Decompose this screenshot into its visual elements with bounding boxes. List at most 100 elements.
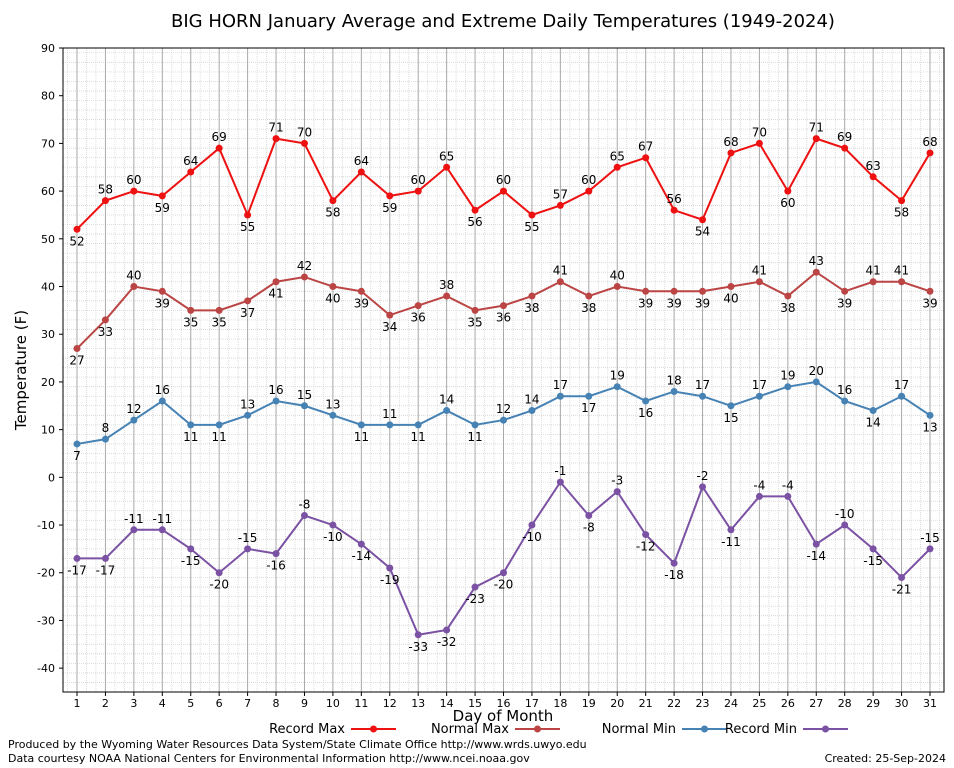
data-label-normal-min: 15 [297,388,312,402]
data-label-record-max: 60 [126,173,141,187]
data-point-normal-max [357,287,365,295]
data-label-record-min: -11 [152,512,172,526]
y-axis-label: Temperature (F) [12,310,30,431]
data-label-normal-max: 35 [212,315,227,329]
x-tick-label: 11 [354,697,368,710]
data-label-normal-max: 38 [581,301,596,315]
data-point-record-max [471,206,479,214]
data-point-record-min [386,564,394,572]
data-label-normal-min: 11 [411,430,426,444]
data-point-record-min [670,559,678,567]
data-label-normal-min: 11 [354,430,369,444]
legend-label-record-min: Record Min [725,722,797,737]
data-point-record-max [642,154,650,162]
data-label-normal-max: 39 [155,296,170,310]
data-label-normal-max: 42 [297,259,312,273]
data-point-record-min [556,478,564,486]
x-tick-label: 25 [752,697,766,710]
data-label-record-min: -10 [323,530,343,544]
data-label-record-min: -32 [437,635,457,649]
data-point-normal-max [130,283,138,291]
data-point-normal-min [471,421,479,429]
data-point-record-max [101,197,109,205]
data-label-record-max: 58 [894,206,909,220]
data-label-normal-min: 17 [581,401,596,415]
data-label-record-min: -23 [465,592,485,606]
data-label-normal-min: 12 [496,402,511,416]
x-tick-label: 10 [326,697,340,710]
data-point-record-min [784,492,792,500]
data-label-record-min: -2 [697,469,709,483]
legend-label-normal-min: Normal Min [602,722,676,737]
x-tick-label: 31 [923,697,937,710]
data-point-record-max [443,163,451,171]
data-point-normal-max [556,278,564,286]
data-label-normal-min: 19 [780,369,795,383]
data-point-record-max [528,211,536,219]
data-label-record-min: -14 [352,549,372,563]
data-label-normal-min: 20 [809,364,824,378]
x-tick-label: 5 [187,697,194,710]
chart-title: BIG HORN January Average and Extreme Dai… [171,11,835,32]
data-label-record-max: 69 [212,130,227,144]
data-label-record-max: 57 [553,187,568,201]
data-point-normal-max [670,287,678,295]
data-label-normal-min: 18 [666,373,681,387]
x-tick-label: 22 [667,697,681,710]
series-record-max: 52 58 60 59 64 69 55 71 70 58 64 59 60 65 56 60 55 57 60 65… [69,121,937,249]
data-point-normal-max [926,287,934,295]
data-label-record-max: 59 [155,201,170,215]
y-tick-label: 70 [41,137,55,150]
data-label-normal-max: 38 [524,301,539,315]
y-tick-label: 40 [41,281,55,294]
x-tick-label: 17 [525,697,539,710]
data-point-record-min [244,545,252,553]
data-point-normal-max [841,287,849,295]
data-point-record-min [443,626,451,634]
x-tick-label: 24 [724,697,738,710]
data-label-record-min: -1 [554,464,566,478]
data-label-record-max: 69 [837,130,852,144]
x-tick-label: 27 [809,697,823,710]
data-label-normal-min: 13 [922,420,937,434]
data-point-normal-max [755,278,763,286]
data-label-normal-min: 17 [752,378,767,392]
data-label-normal-min: 11 [467,430,482,444]
data-point-normal-min [841,397,849,405]
data-point-record-max [244,211,252,219]
data-label-normal-min: 11 [212,430,227,444]
x-tick-label: 2 [102,697,109,710]
data-point-record-max [73,225,81,233]
data-label-record-min: -11 [124,512,144,526]
data-point-record-min [613,488,621,496]
data-point-normal-max [101,316,109,324]
data-label-record-min: -17 [67,563,87,577]
legend-marker-normal-min [701,725,708,733]
data-label-normal-min: 17 [894,378,909,392]
data-label-record-max: 71 [809,121,824,135]
data-label-record-min: -33 [408,640,428,654]
data-point-normal-max [471,306,479,314]
y-tick-label: 90 [41,42,55,55]
data-label-record-max: 65 [610,149,625,163]
data-label-normal-min: 13 [325,397,340,411]
data-point-record-max [329,197,337,205]
data-label-record-min: -12 [636,540,656,554]
data-point-record-max [556,201,564,209]
data-point-record-max [784,187,792,195]
data-point-normal-max [329,283,337,291]
x-tick-label: 9 [301,697,308,710]
data-point-record-max [272,135,280,143]
legend-label-record-max: Record Max [269,722,345,737]
data-label-normal-min: 14 [865,416,880,430]
data-label-normal-max: 41 [553,264,568,278]
data-label-normal-max: 36 [496,311,511,325]
data-label-record-max: 55 [240,220,255,234]
data-label-normal-min: 16 [268,383,283,397]
data-label-record-min: -15 [920,531,940,545]
data-label-record-max: 58 [325,206,340,220]
data-point-record-min [300,511,308,519]
data-point-normal-min [528,407,536,415]
data-point-normal-min [699,392,707,400]
